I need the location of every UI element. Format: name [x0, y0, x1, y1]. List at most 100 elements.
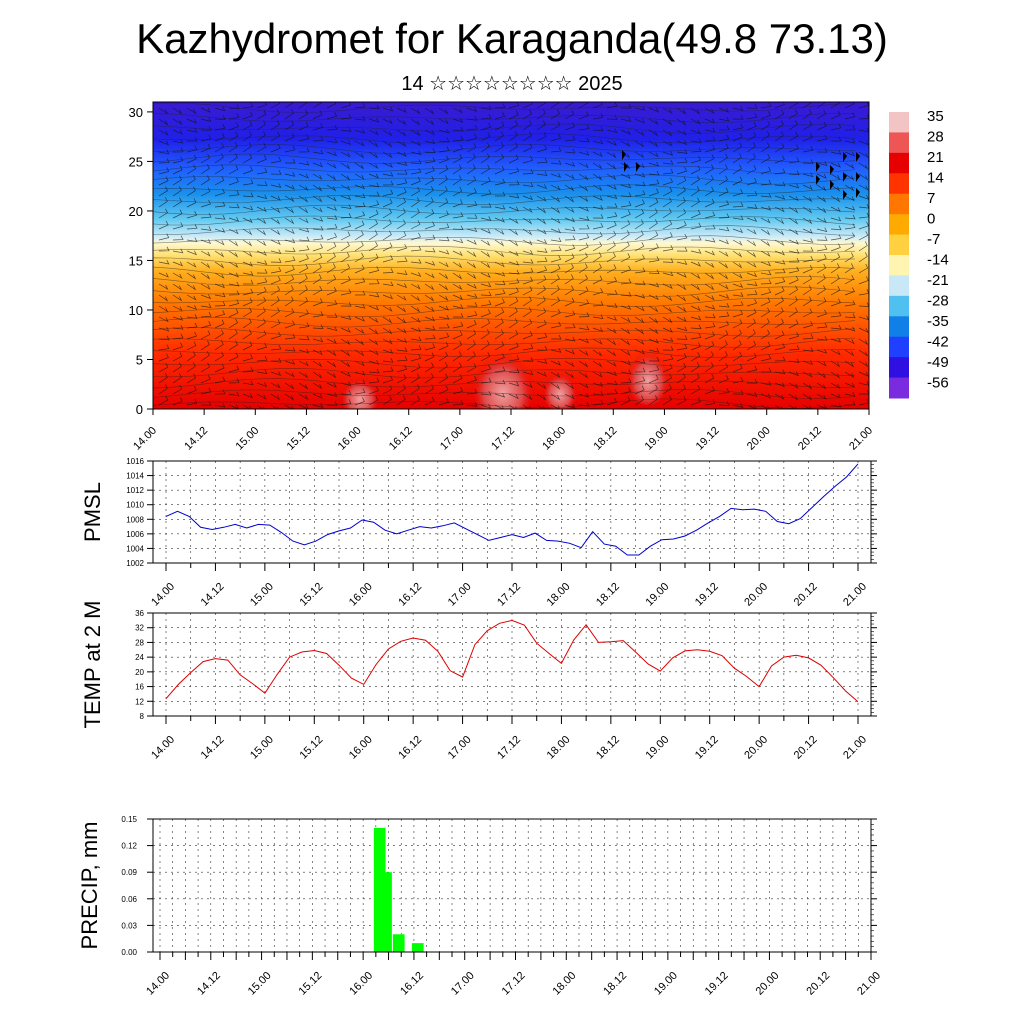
wind-flag: [636, 162, 640, 172]
wind-flag: [856, 172, 860, 182]
pmsl-series-line: [165, 463, 859, 556]
y-tick-label: 1004: [126, 544, 144, 553]
contour-line: [153, 204, 856, 215]
y-tick-label: 28: [135, 638, 144, 647]
colorbar-swatch: [889, 112, 909, 133]
y-tick-label: 0.12: [121, 842, 137, 851]
colorbar-label: 35: [927, 108, 944, 125]
x-tick-label: 17.00: [446, 734, 474, 762]
colorbar-swatch: [889, 316, 909, 338]
colorbar-swatch: [889, 214, 909, 236]
pmsl-panel: 1002 1004 1006 1008 1010 1012 1014 1016 14.00 14.…: [80, 457, 877, 609]
x-tick-label: 19.12: [703, 970, 731, 998]
contour-line: [153, 112, 856, 124]
wind-flag: [622, 150, 626, 160]
y-tick-label: 1010: [126, 501, 144, 510]
y-tick-label: 1006: [126, 530, 144, 539]
colorbar-swatch: [889, 295, 909, 317]
wind-flag: [856, 188, 860, 198]
x-tick-label: 18.00: [545, 581, 573, 609]
y-axis-title: TEMP at 2 M: [80, 601, 105, 729]
colorbar-label: -28: [927, 293, 949, 310]
contour-line: [153, 389, 856, 399]
contour-line: [153, 255, 856, 267]
y-tick-label: 0.06: [121, 895, 137, 904]
y-tick-label: 12: [135, 697, 144, 706]
wind-flag: [843, 172, 847, 182]
y-tick-label: 1014: [126, 472, 144, 481]
x-tick-label: 19.00: [643, 734, 671, 762]
wind-barbs: [158, 102, 869, 409]
panel-frame: [152, 460, 872, 564]
y-tick-label: 24: [135, 653, 144, 662]
colorbar-label: -35: [927, 313, 949, 330]
y-tick-label: 1002: [126, 559, 144, 568]
contour-line: [153, 378, 856, 389]
x-tick-label: 20.12: [792, 581, 820, 609]
x-tick-label: 21.00: [841, 581, 869, 609]
wind-flags: [622, 150, 860, 200]
x-tick-label: 19.12: [693, 581, 721, 609]
colorbar-swatch: [889, 193, 909, 215]
colorbar-label: 21: [927, 149, 944, 166]
precip-bar: [392, 934, 405, 952]
contour-line: [153, 153, 856, 164]
contour-line: [153, 235, 856, 246]
y-tick-label: 20: [129, 204, 143, 219]
y-axis-title: PMSL: [80, 482, 105, 542]
x-tick-label: 18.12: [594, 581, 622, 609]
cross-section-panel: 0 5 10 15 20 25 30 14.00 14.12 15.00 15.12 16.00 16.…: [129, 101, 875, 453]
x-tick-label: 20.00: [742, 581, 770, 609]
contour-line: [153, 296, 856, 307]
contour-line: [153, 286, 856, 297]
colorbar-label: -42: [927, 334, 949, 351]
y-tick-label: 25: [129, 154, 143, 169]
x-tick-label: 15.00: [248, 734, 276, 762]
colorbar-swatch: [889, 275, 909, 297]
x-tick-label: 16.00: [347, 970, 375, 998]
y-tick-label: 0: [136, 402, 143, 417]
colorbar-label: 28: [927, 129, 944, 146]
x-tick-label: 14.12: [182, 425, 210, 453]
wind-flag: [843, 152, 847, 162]
contour-line: [153, 133, 856, 144]
y-tick-label: 16: [135, 683, 144, 692]
y-tick-label: 1016: [126, 457, 144, 466]
x-tick-label: 17.00: [449, 970, 477, 998]
y-tick-label: 0.03: [121, 921, 137, 930]
x-tick-label: 16.12: [398, 970, 426, 998]
colorbar-swatch: [889, 132, 909, 154]
x-tick-label: 15.12: [297, 970, 325, 998]
x-tick-label: 15.00: [248, 581, 276, 609]
x-tick-label: 17.12: [489, 425, 517, 453]
contour-line: [153, 215, 856, 226]
grid: [153, 612, 871, 717]
y-tick-label: 15: [129, 253, 143, 268]
x-tick-label: 14.12: [199, 581, 227, 609]
x-tick-label: 20.12: [796, 425, 824, 453]
x-tick-label: 14.12: [199, 734, 227, 762]
x-tick-label: 16.00: [347, 734, 375, 762]
x-tick-label: 19.00: [643, 581, 671, 609]
colorbar-label: -14: [927, 252, 949, 269]
contour-line: [153, 184, 856, 195]
x-tick-label: 15.12: [297, 581, 325, 609]
colorbar-label: 7: [927, 190, 935, 207]
x-tick-label: 20.00: [742, 734, 770, 762]
precip-panel: 0.00 0.03 0.06 0.09 0.12 0.15 14.00 14.12 15.00 1…: [77, 815, 883, 998]
y-tick-label: 0.15: [121, 815, 137, 824]
chart-subtitle: 14 ☆☆☆☆☆☆☆☆ 2025: [401, 73, 623, 95]
wind-flag: [856, 152, 860, 162]
colorbar-label: -7: [927, 231, 940, 248]
wind-flag: [816, 162, 820, 172]
x-tick-label: 16.00: [336, 425, 364, 453]
contour-line: [153, 194, 856, 206]
x-tick-label: 19.12: [694, 425, 722, 453]
contour-line: [153, 357, 856, 369]
contour-line: [153, 327, 856, 337]
y-tick-label: 8: [140, 712, 145, 721]
wind-flag: [843, 190, 847, 200]
x-tick-label: 15.12: [297, 734, 325, 762]
x-tick-label: 17.12: [495, 581, 523, 609]
